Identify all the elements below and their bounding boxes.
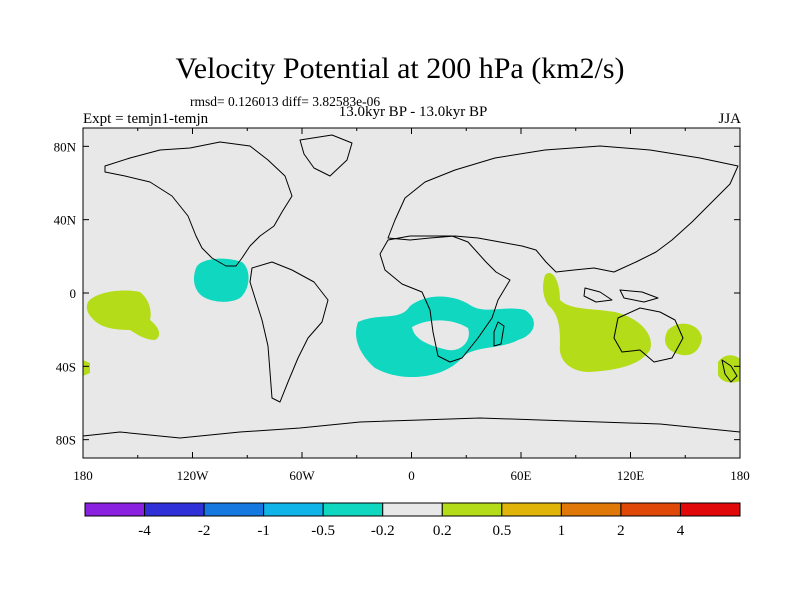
- anomaly-region-southwest-pacific: [86, 290, 160, 340]
- anomaly-region-dateline-edge: [83, 360, 90, 376]
- antarctica-outline: [83, 417, 740, 439]
- y-tick-label: 80N: [54, 139, 77, 154]
- north-america-outline: [104, 141, 293, 267]
- y-tick-label: 40S: [56, 359, 76, 374]
- colorbar: -4 -2 -1 -0.5 -0.2 0.2 0.5 1 2 4: [84, 502, 741, 539]
- south-america-outline: [249, 261, 329, 403]
- colorbar-label: 0.5: [492, 523, 511, 539]
- colorbar-swatch: [144, 502, 205, 517]
- x-tick-label: 180: [730, 468, 750, 483]
- anomaly-region-indian-ocean-australia: [543, 272, 651, 372]
- x-tick-label: 120W: [177, 468, 210, 483]
- colorbar-swatch: [203, 502, 265, 517]
- anomaly-region-new-zealand: [718, 355, 740, 383]
- colorbar-label: 4: [677, 523, 685, 539]
- x-tick-label: 60W: [289, 468, 315, 483]
- colorbar-swatch: [560, 502, 622, 517]
- stats-label: rmsd= 0.126013 diff= 3.82583e-06: [190, 94, 381, 109]
- colorbar-label: -2: [198, 523, 211, 539]
- colorbar-label: 2: [617, 523, 625, 539]
- colorbar-label: -0.2: [371, 523, 395, 539]
- period-label: 13.0kyr BP - 13.0kyr BP: [338, 104, 488, 120]
- colorbar-swatch: [322, 502, 384, 517]
- australia-outline: [613, 307, 684, 363]
- indonesia-outline: [583, 287, 659, 303]
- experiment-label: Expt = temjn1-temjn: [83, 111, 209, 127]
- colorbar-swatch: [679, 502, 741, 517]
- colorbar-label: 0.2: [433, 523, 452, 539]
- colorbar-label: 1: [558, 523, 566, 539]
- plot-title: Velocity Potential at 200 hPa (km2/s): [175, 52, 625, 85]
- africa-outline: [379, 235, 511, 363]
- anomaly-region-central-america-pacific: [193, 258, 249, 302]
- colorbar-swatch: [501, 502, 562, 517]
- madagascar-outline: [493, 321, 505, 347]
- new-zealand-outline: [721, 359, 738, 383]
- x-tick-label: 0: [408, 468, 415, 483]
- greenland-outline: [299, 134, 353, 177]
- y-tick-label: 40N: [54, 213, 77, 228]
- colorbar-swatch: [84, 502, 146, 517]
- x-tick-label: 60E: [511, 468, 532, 483]
- y-axis-ticks: 80N 40N 0 40S 80S: [54, 139, 740, 448]
- colorbar-label: -4: [138, 523, 151, 539]
- y-tick-label: 0: [70, 286, 77, 301]
- x-tick-label: 120E: [617, 468, 645, 483]
- x-axis-ticks: 180 120W 60W 0 60E 120E 180: [73, 128, 750, 483]
- season-label: JJA: [718, 111, 741, 127]
- y-tick-label: 80S: [56, 433, 76, 448]
- eurasia-outline: [387, 145, 739, 273]
- anomaly-region-south-atlantic-africa: [355, 296, 534, 378]
- colorbar-label: -0.5: [311, 523, 335, 539]
- anomaly-region-east-australia: [665, 323, 702, 356]
- colorbar-swatch: [620, 502, 681, 517]
- x-tick-label: 180: [73, 468, 93, 483]
- colorbar-label: -1: [257, 523, 270, 539]
- colorbar-swatch: [441, 502, 503, 517]
- colorbar-swatch: [382, 502, 443, 517]
- map-background: [83, 128, 740, 458]
- colorbar-swatch: [263, 502, 324, 517]
